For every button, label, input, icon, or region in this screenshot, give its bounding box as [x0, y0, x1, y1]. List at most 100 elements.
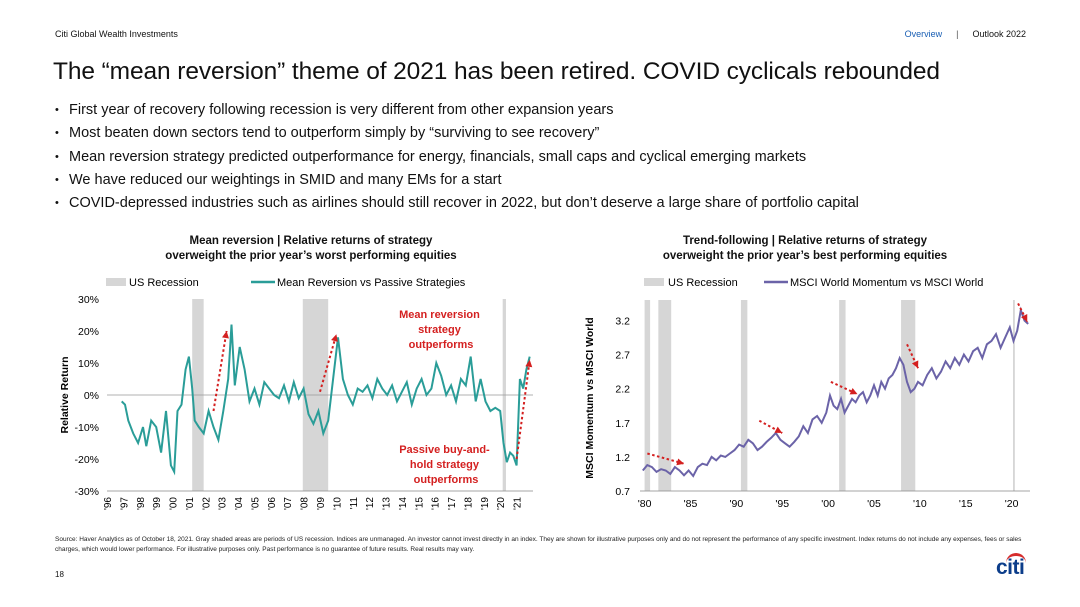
x-tick-label: '04 [234, 497, 245, 510]
annotation-line: hold strategy [410, 459, 480, 471]
annotation-passive: Passive buy-and- hold strategy outperfor… [399, 444, 493, 486]
x-tick-label: '05 [250, 497, 261, 510]
legend-recession-swatch [644, 278, 664, 286]
x-tick-label: '11 [349, 497, 360, 510]
chart1-title-line1: Mean reversion | Relative returns of str… [189, 235, 433, 247]
y-tick-label: 20% [78, 326, 99, 338]
brand-name: Citi Global Wealth Investments [55, 29, 178, 39]
chart1-title-line2: overweight the prior year’s worst perfor… [165, 250, 457, 262]
annotation-mean-reversion: Mean reversion strategy outperforms [399, 309, 483, 351]
x-tick-label: '00 [821, 498, 835, 510]
top-nav: Overview | Outlook 2022 [905, 29, 1026, 39]
nav-separator: | [956, 29, 959, 39]
x-tick-label: '21 [513, 497, 524, 510]
legend-recession-swatch [106, 278, 126, 286]
mean-reversion-chart: US Recession Mean Reversion vs Passive S… [59, 277, 533, 510]
recession-band [658, 300, 672, 491]
x-tick-label: '08 [300, 497, 311, 510]
bullet-item: Mean reversion strategy predicted outper… [55, 146, 1055, 169]
trend-arrow-head-icon [525, 359, 533, 368]
trend-arrow-head-icon [222, 331, 229, 339]
trend-arrow-head-icon [331, 334, 338, 342]
chart2-title: Trend-following | Relative returns of st… [600, 234, 1010, 264]
chart2-legend: US Recession MSCI World Momentum vs MSCI… [644, 277, 983, 289]
legend-recession-label: US Recession [129, 277, 199, 289]
x-tick-label: '09 [316, 497, 327, 510]
bullet-list: First year of recovery following recessi… [55, 99, 1055, 215]
annotation-line: outperforms [409, 339, 474, 351]
citi-logo: citi [996, 553, 1026, 580]
x-tick-label: '01 [185, 497, 196, 510]
recession-band [901, 300, 916, 491]
x-tick-label: '14 [398, 497, 409, 510]
y-tick-label: 1.2 [615, 452, 630, 464]
x-tick-label: '05 [867, 498, 881, 510]
trend-arrow-head-icon [849, 388, 858, 395]
x-tick-label: '97 [119, 497, 130, 510]
x-tick-label: '15 [414, 497, 425, 510]
x-tick-label: '00 [169, 497, 180, 510]
x-tick-label: '12 [365, 497, 376, 510]
annotation-line: outperforms [414, 474, 479, 486]
x-tick-label: '17 [447, 497, 458, 510]
chart1-series-line [121, 324, 531, 476]
x-tick-label: '80 [638, 498, 652, 510]
nav-outlook-link[interactable]: Outlook 2022 [972, 29, 1026, 39]
x-tick-label: '03 [218, 497, 229, 510]
y-tick-label: 30% [78, 294, 99, 306]
page-number: 18 [55, 570, 64, 579]
bullet-item: We have reduced our weightings in SMID a… [55, 169, 1055, 192]
trend-arrow-line [515, 359, 531, 460]
trend-arrow-head-icon [676, 458, 685, 466]
y-tick-label: 0.7 [615, 486, 630, 498]
trend-arrow-head-icon [911, 360, 919, 369]
x-tick-label: '16 [431, 497, 442, 510]
x-tick-label: '98 [136, 497, 147, 510]
bullet-item: Most beaten down sectors tend to outperf… [55, 122, 1055, 145]
legend-series-label: Mean Reversion vs Passive Strategies [277, 277, 466, 289]
recession-band [644, 300, 651, 491]
chart2-title-line2: overweight the prior year’s best perform… [662, 250, 948, 262]
trend-arrow-head-icon [1020, 314, 1028, 322]
y-tick-label: -20% [74, 454, 99, 466]
x-tick-label: '20 [1005, 498, 1019, 510]
x-tick-label: '15 [959, 498, 973, 510]
trend-arrow-line [212, 330, 228, 412]
recession-band [839, 300, 846, 491]
x-tick-label: '96 [103, 497, 114, 510]
x-tick-label: '06 [267, 497, 278, 510]
x-tick-label: '02 [201, 497, 212, 510]
source-footnote: Source: Haver Analytics as of October 18… [55, 536, 1022, 553]
recession-band [740, 300, 748, 491]
y-tick-label: -10% [74, 422, 99, 434]
x-tick-label: '99 [152, 497, 163, 510]
chart1-title: Mean reversion | Relative returns of str… [110, 234, 512, 264]
y-tick-label: 10% [78, 358, 99, 370]
bullet-item: First year of recovery following recessi… [55, 99, 1055, 122]
x-tick-label: '95 [775, 498, 789, 510]
chart2-series-line [642, 306, 1029, 478]
bullet-item: COVID-depressed industries such as airli… [55, 192, 1055, 215]
x-tick-label: '07 [283, 497, 294, 510]
page-title: The “mean reversion” theme of 2021 has b… [53, 58, 940, 85]
y-tick-label: 3.2 [615, 315, 630, 327]
chart2-title-line1: Trend-following | Relative returns of st… [682, 235, 928, 247]
y-tick-label: -30% [74, 486, 99, 498]
legend-series-label: MSCI World Momentum vs MSCI World [790, 277, 983, 289]
annotation-line: Passive buy-and- [399, 444, 490, 456]
x-tick-label: '10 [332, 497, 343, 510]
chart1-ylabel: Relative Return [59, 356, 71, 433]
y-tick-label: 1.7 [615, 418, 630, 430]
trend-following-chart: US Recession MSCI World Momentum vs MSCI… [584, 277, 1030, 510]
x-tick-label: '20 [496, 497, 507, 510]
x-tick-label: '19 [480, 497, 491, 510]
x-tick-label: '85 [684, 498, 698, 510]
nav-overview-link[interactable]: Overview [904, 29, 943, 39]
x-tick-label: '90 [730, 498, 744, 510]
logo-arc-icon [1006, 553, 1026, 563]
annotation-line: Mean reversion [399, 309, 480, 321]
recession-band [1013, 300, 1015, 491]
x-tick-label: '10 [913, 498, 927, 510]
y-tick-label: 2.2 [615, 384, 630, 396]
legend-recession-label: US Recession [668, 277, 738, 289]
